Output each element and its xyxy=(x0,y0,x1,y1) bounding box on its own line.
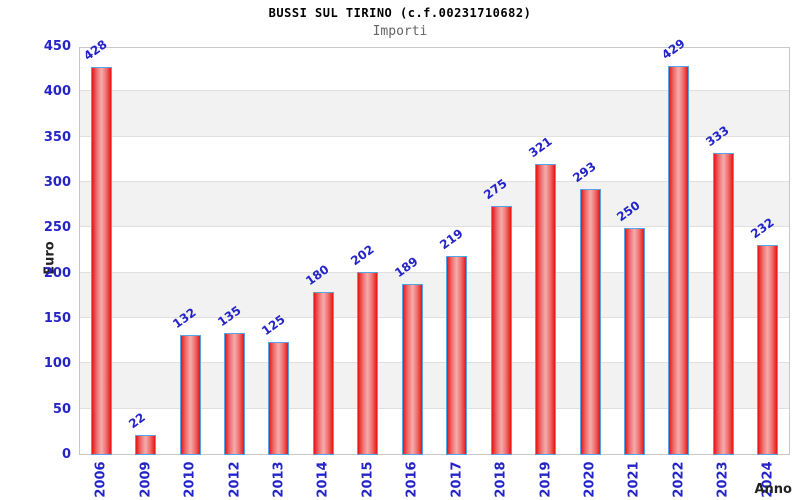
bar-2006 xyxy=(90,66,112,455)
x-tick-label: 2013 xyxy=(271,461,287,498)
y-tick-label: 450 xyxy=(43,39,71,54)
gridline xyxy=(80,90,789,92)
x-tick-label: 2018 xyxy=(493,461,509,498)
y-tick-label: 100 xyxy=(43,356,71,372)
chart-title: BUSSI SUL TIRINO (c.f.00231710682) xyxy=(268,6,532,20)
x-tick-label: 2023 xyxy=(715,461,731,498)
x-tick-label: 2022 xyxy=(671,461,687,498)
y-tick-label: 150 xyxy=(43,311,71,326)
bar-2013 xyxy=(268,341,290,455)
x-tick-label: 2015 xyxy=(360,461,376,498)
x-tick-label: 2012 xyxy=(227,461,243,498)
bar-2018 xyxy=(490,205,512,455)
y-tick-label: 350 xyxy=(43,129,71,145)
gridline xyxy=(80,181,789,182)
x-axis-title: Anno xyxy=(754,482,792,497)
bar-2020 xyxy=(579,189,601,455)
bar-2019 xyxy=(535,163,557,455)
x-tick-label: 2006 xyxy=(93,461,109,498)
bar-2021 xyxy=(623,228,645,455)
bar-2010 xyxy=(179,335,201,455)
bar-2015 xyxy=(357,271,379,455)
x-tick-label: 2016 xyxy=(404,461,420,498)
x-tick-label: 2019 xyxy=(538,461,554,498)
gridline xyxy=(80,317,789,318)
bar-2024 xyxy=(757,244,779,455)
bar-2014 xyxy=(312,291,334,455)
y-tick-label: 300 xyxy=(43,175,71,190)
bar-2022 xyxy=(668,66,690,455)
bar-2016 xyxy=(401,283,423,455)
gridline xyxy=(80,362,789,364)
bar-2017 xyxy=(446,256,468,455)
y-tick-label: 50 xyxy=(52,401,71,417)
bar-2009 xyxy=(135,435,157,455)
chart-subtitle: Importi xyxy=(372,24,428,39)
y-tick-label: 200 xyxy=(43,265,71,281)
x-tick-label: 2014 xyxy=(315,461,331,498)
y-tick-label: 250 xyxy=(43,220,71,236)
y-tick-label: 0 xyxy=(61,447,71,462)
gridline xyxy=(80,271,789,273)
x-tick-label: 2009 xyxy=(138,461,154,498)
x-tick-label: 2010 xyxy=(182,461,198,498)
bar-2012 xyxy=(224,332,246,455)
x-tick-label: 2021 xyxy=(626,461,642,498)
x-tick-label: 2020 xyxy=(582,461,598,498)
bar-2023 xyxy=(712,153,734,455)
gridline xyxy=(80,135,789,137)
x-tick-label: 2017 xyxy=(449,461,465,498)
y-tick-label: 400 xyxy=(43,84,71,100)
gridline xyxy=(80,407,789,409)
gridline xyxy=(80,226,789,228)
